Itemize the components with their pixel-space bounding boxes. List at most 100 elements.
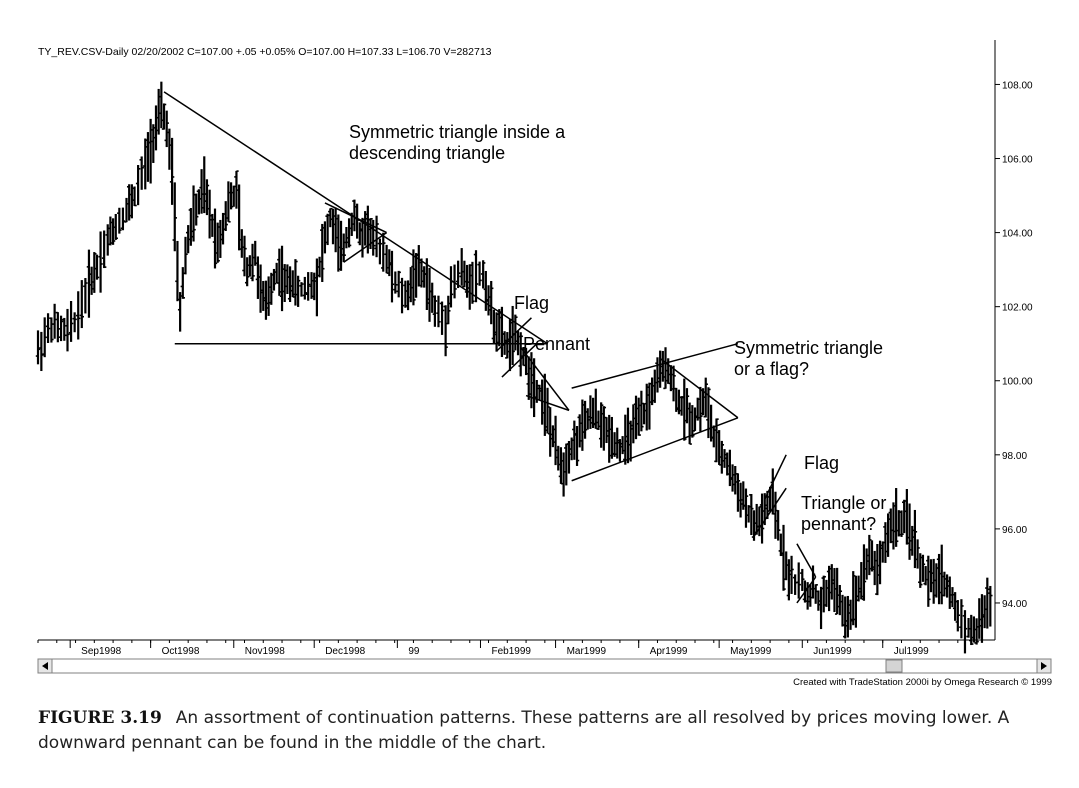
trendline	[324, 202, 387, 234]
y-tick-label: 108.00	[1002, 80, 1033, 91]
price-bar	[459, 248, 464, 286]
price-bar	[309, 272, 314, 299]
y-tick-label: 104.00	[1002, 229, 1033, 240]
price-bar	[167, 128, 172, 170]
price-bar	[950, 587, 955, 608]
price-bar	[604, 416, 609, 444]
x-tick-label: Dec1998	[325, 646, 365, 657]
price-bar	[305, 272, 311, 301]
price-bar	[896, 510, 902, 537]
price-bar	[639, 390, 644, 432]
price-bar	[558, 447, 564, 485]
figure-label: FIGURE 3.19	[38, 708, 162, 728]
price-bar	[888, 508, 893, 544]
annotation-sym-flag: Symmetric triangle	[734, 338, 883, 358]
price-bar	[108, 216, 113, 246]
price-bar	[625, 407, 631, 464]
scroll-left-icon	[42, 662, 48, 670]
price-bar	[856, 575, 861, 602]
figure-caption: FIGURE 3.19 An assortment of continuation…	[38, 706, 1048, 756]
price-bar	[223, 201, 228, 231]
scrollbar[interactable]	[37, 658, 1052, 674]
price-bar	[818, 586, 824, 630]
price-bar	[161, 103, 167, 130]
price-bar	[727, 449, 733, 487]
price-bar	[982, 595, 987, 629]
price-bar	[722, 449, 727, 468]
price-bar	[687, 402, 692, 445]
price-bar	[250, 243, 255, 282]
price-bar	[800, 568, 805, 591]
trendline	[764, 454, 787, 500]
price-bar	[829, 564, 834, 600]
price-bar	[277, 248, 282, 296]
price-bar	[875, 544, 880, 596]
trendline	[525, 394, 570, 412]
price-bar	[507, 319, 513, 372]
price-bar	[58, 315, 64, 342]
annotation-pennant1: Pennant	[523, 334, 590, 354]
price-bar	[553, 415, 558, 466]
price-bar	[271, 268, 277, 291]
price-bar	[915, 539, 920, 569]
price-bar	[455, 260, 461, 289]
price-bars	[35, 81, 993, 654]
trendline	[796, 576, 817, 604]
price-bar	[120, 207, 126, 231]
y-tick-label: 102.00	[1002, 303, 1033, 314]
price-bar	[872, 550, 877, 586]
price-bar	[891, 502, 896, 550]
price-bar	[269, 272, 274, 305]
price-bar	[76, 291, 81, 340]
price-bar	[837, 584, 843, 616]
price-bar	[988, 585, 993, 627]
price-bar	[923, 566, 928, 586]
x-tick-label: Apr1999	[650, 646, 688, 657]
x-tick-label: Nov1998	[245, 646, 285, 657]
price-bar	[918, 553, 923, 588]
price-bar	[969, 614, 974, 646]
price-bar	[679, 396, 684, 416]
price-bar	[690, 405, 695, 438]
price-bar	[443, 305, 448, 357]
price-bar	[247, 255, 253, 277]
price-bar	[129, 184, 135, 219]
x-tick-label: Oct1998	[162, 646, 200, 657]
annotation-flag1: Flag	[514, 293, 549, 313]
price-bar	[912, 509, 918, 569]
x-tick-label: Feb1999	[491, 646, 531, 657]
price-bar	[317, 256, 322, 278]
y-tick-label: 94.00	[1002, 599, 1027, 610]
price-bar	[462, 260, 467, 288]
y-axis: 108.00 106.00 104.00 102.00 100.00 98.00 96.00…	[994, 40, 1033, 640]
price-bar	[480, 260, 486, 289]
price-bar	[682, 378, 687, 441]
price-bar	[864, 548, 869, 580]
price-bar	[220, 212, 226, 245]
price-bar	[180, 267, 186, 299]
price-bar	[655, 357, 660, 393]
price-bar	[65, 308, 70, 352]
price-bar	[711, 425, 716, 448]
price-bar	[859, 562, 864, 600]
price-bar	[877, 540, 883, 585]
price-bar	[821, 575, 826, 613]
price-bar	[196, 189, 202, 215]
price-bar	[322, 221, 328, 254]
price-bar	[724, 452, 730, 476]
price-bar	[354, 203, 360, 239]
price-bar	[430, 282, 435, 313]
price-bar	[904, 489, 910, 545]
price-bar	[175, 240, 180, 302]
figure-caption-text: An assortment of continuation patterns. …	[38, 708, 1010, 753]
y-tick-label: 100.00	[1002, 377, 1033, 388]
price-bar	[62, 317, 67, 341]
x-axis: Sep1998 Oct1998 Nov1998 Dec1998 99 Feb1999 Mar…	[37, 639, 995, 657]
price-bar	[574, 426, 580, 466]
price-bar	[789, 555, 794, 594]
price-bar	[907, 503, 912, 560]
price-bar	[207, 189, 212, 239]
price-bar	[172, 182, 177, 252]
trendline	[796, 543, 817, 578]
